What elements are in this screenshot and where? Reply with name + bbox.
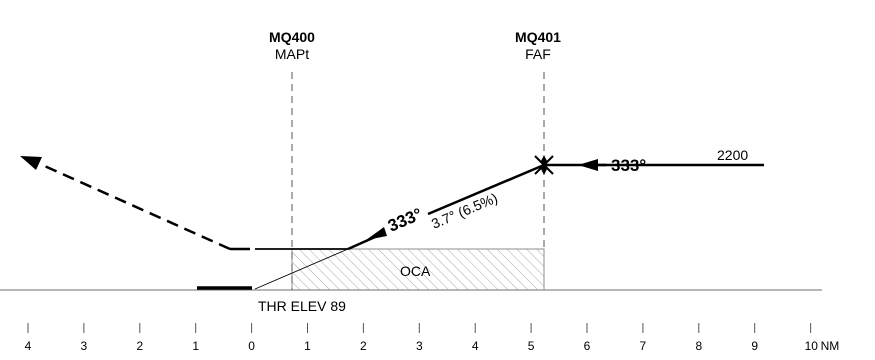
scale-tick-label: 2 xyxy=(360,339,367,353)
scale-tick-label: 4 xyxy=(472,339,479,353)
scale-tick-label: 1 xyxy=(192,339,199,353)
missed-approach-climb xyxy=(39,162,231,251)
scale-tick-label: 8 xyxy=(695,339,702,353)
faf-ident-label: MQ401 xyxy=(515,29,561,45)
scale-tick-label: 1 xyxy=(304,339,311,353)
initial-course-label: 333° xyxy=(611,156,646,175)
scale-tick-label: 3 xyxy=(416,339,423,353)
initial-course-arrow-icon xyxy=(578,159,598,171)
scale-tick-label: 3 xyxy=(81,339,88,353)
initial-altitude-label: 2200 xyxy=(717,147,748,163)
mapt-ident-label: MQ400 xyxy=(269,29,315,45)
mapt-role-label: MAPt xyxy=(275,46,309,62)
oca-box xyxy=(291,248,545,291)
threshold-elevation-label: THR ELEV 89 xyxy=(258,298,346,314)
missed-approach-arrow-icon xyxy=(20,156,42,170)
faf-role-label: FAF xyxy=(525,46,551,62)
distance-scale: 4 3 2 1 0 1 2 3 4 5 6 7 8 9 10 NM xyxy=(25,323,840,353)
scale-tick-label: 0 xyxy=(248,339,255,353)
final-gradient-label: 3.7° (6.5%) xyxy=(429,190,500,232)
scale-tick-label: 7 xyxy=(640,339,647,353)
scale-tick-label: 6 xyxy=(584,339,591,353)
final-course-arrow-icon xyxy=(366,227,387,240)
oca-label: OCA xyxy=(400,263,431,279)
scale-tick-label: 5 xyxy=(528,339,535,353)
scale-tick-label: 9 xyxy=(751,339,758,353)
scale-tick-label: 2 xyxy=(136,339,143,353)
final-course-label: 333° xyxy=(385,204,425,235)
scale-tick-label: 4 xyxy=(25,339,32,353)
nominal-glide-line xyxy=(254,248,349,290)
final-descent-line xyxy=(427,163,545,216)
scale-tick-label: 10 xyxy=(805,339,819,353)
scale-unit-label: NM xyxy=(821,339,840,353)
